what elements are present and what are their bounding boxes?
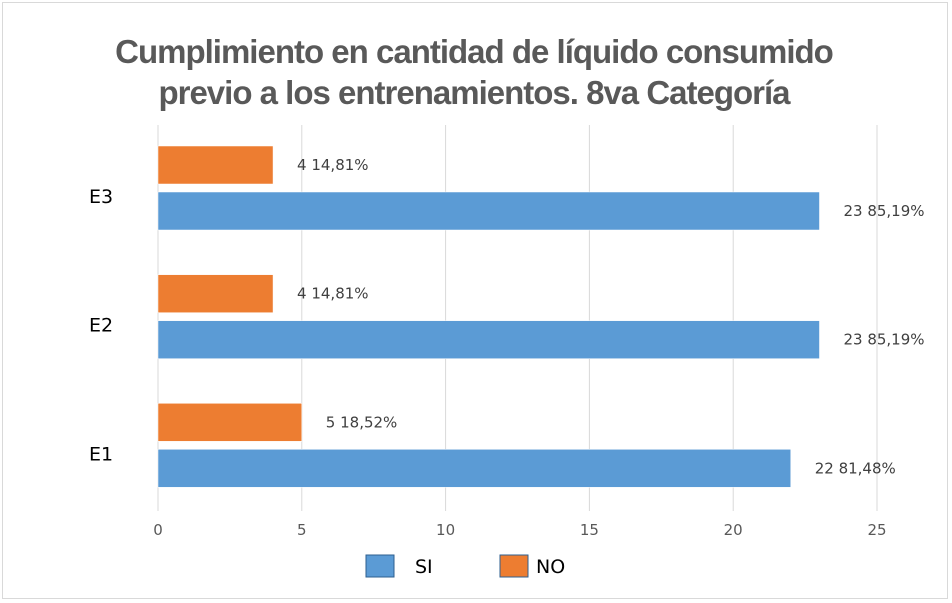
- data-label-no-e3: 4 14,81%: [297, 156, 369, 174]
- x-tick-label: 15: [580, 521, 599, 539]
- bar-no-e3: [157, 145, 274, 185]
- chart-title-line-2: previo a los entrenamientos. 8va Categor…: [158, 74, 791, 111]
- category-label-e2: E2: [89, 315, 113, 337]
- gridlines: [157, 125, 878, 511]
- category-label-e3: E3: [89, 186, 113, 208]
- legend: SI NO: [365, 554, 565, 578]
- legend-label-si: SI: [415, 556, 433, 578]
- value-axis: 0 5 10 15 20 25: [153, 521, 886, 539]
- x-tick-label: 10: [436, 521, 455, 539]
- bar-no-e1: [157, 403, 303, 442]
- legend-swatch-si: [365, 554, 395, 578]
- bar-si-e2: [157, 320, 820, 359]
- category-label-e1: E1: [89, 443, 113, 465]
- data-label-no-e1: 5 18,52%: [326, 413, 398, 431]
- data-label-no-e2: 4 14,81%: [297, 285, 369, 303]
- data-label-si-e2: 23 85,19%: [843, 331, 924, 349]
- x-tick-label: 25: [867, 521, 886, 539]
- category-axis: E1 E2 E3: [89, 186, 113, 465]
- bar-no-e2: [157, 274, 274, 313]
- x-tick-label: 0: [153, 521, 163, 539]
- x-tick-label: 5: [297, 521, 307, 539]
- x-tick-label: 20: [724, 521, 743, 539]
- bar-si-e3: [157, 191, 820, 231]
- legend-swatch-no: [499, 554, 529, 578]
- bar-chart: Cumplimiento en cantidad de líquido cons…: [89, 33, 925, 578]
- bars: [157, 145, 820, 488]
- chart-title: Cumplimiento en cantidad de líquido cons…: [115, 33, 834, 111]
- data-label-si-e1: 22 81,48%: [815, 459, 896, 477]
- chart-title-line-1: Cumplimiento en cantidad de líquido cons…: [115, 33, 833, 70]
- data-labels: 5 18,52% 22 81,48% 4 14,81% 23 85,19% 4 14,8…: [297, 156, 925, 477]
- bar-si-e1: [157, 449, 791, 488]
- legend-label-no: NO: [536, 556, 565, 578]
- data-label-si-e3: 23 85,19%: [843, 202, 924, 220]
